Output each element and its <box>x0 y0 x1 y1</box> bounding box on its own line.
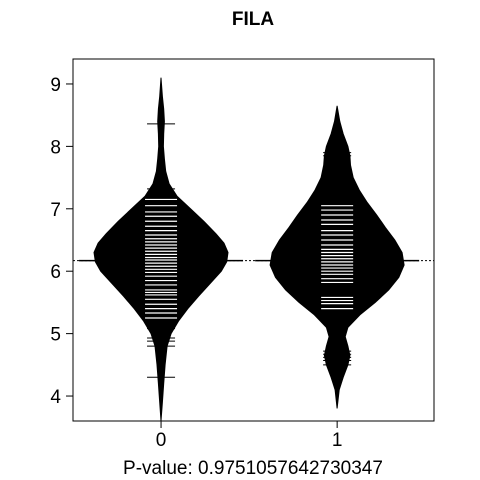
y-tick-label-8: 8 <box>50 137 61 158</box>
bean-shape-0 <box>93 77 229 422</box>
x-tick-label-0: 0 <box>156 430 167 451</box>
x-tick-label-1: 1 <box>332 430 343 451</box>
y-tick-label-6: 6 <box>50 262 61 283</box>
y-tick-label-7: 7 <box>50 200 61 221</box>
plot-frame <box>72 58 435 422</box>
chart-title: FILA <box>232 9 274 30</box>
bean-shape-1 <box>269 105 405 409</box>
y-tick-label-5: 5 <box>50 325 61 346</box>
x-axis-label: P-value: 0.9751057642730347 <box>123 458 383 479</box>
y-tick-label-4: 4 <box>50 387 61 408</box>
y-tick-label-9: 9 <box>50 75 61 96</box>
beans-layer <box>73 77 434 422</box>
